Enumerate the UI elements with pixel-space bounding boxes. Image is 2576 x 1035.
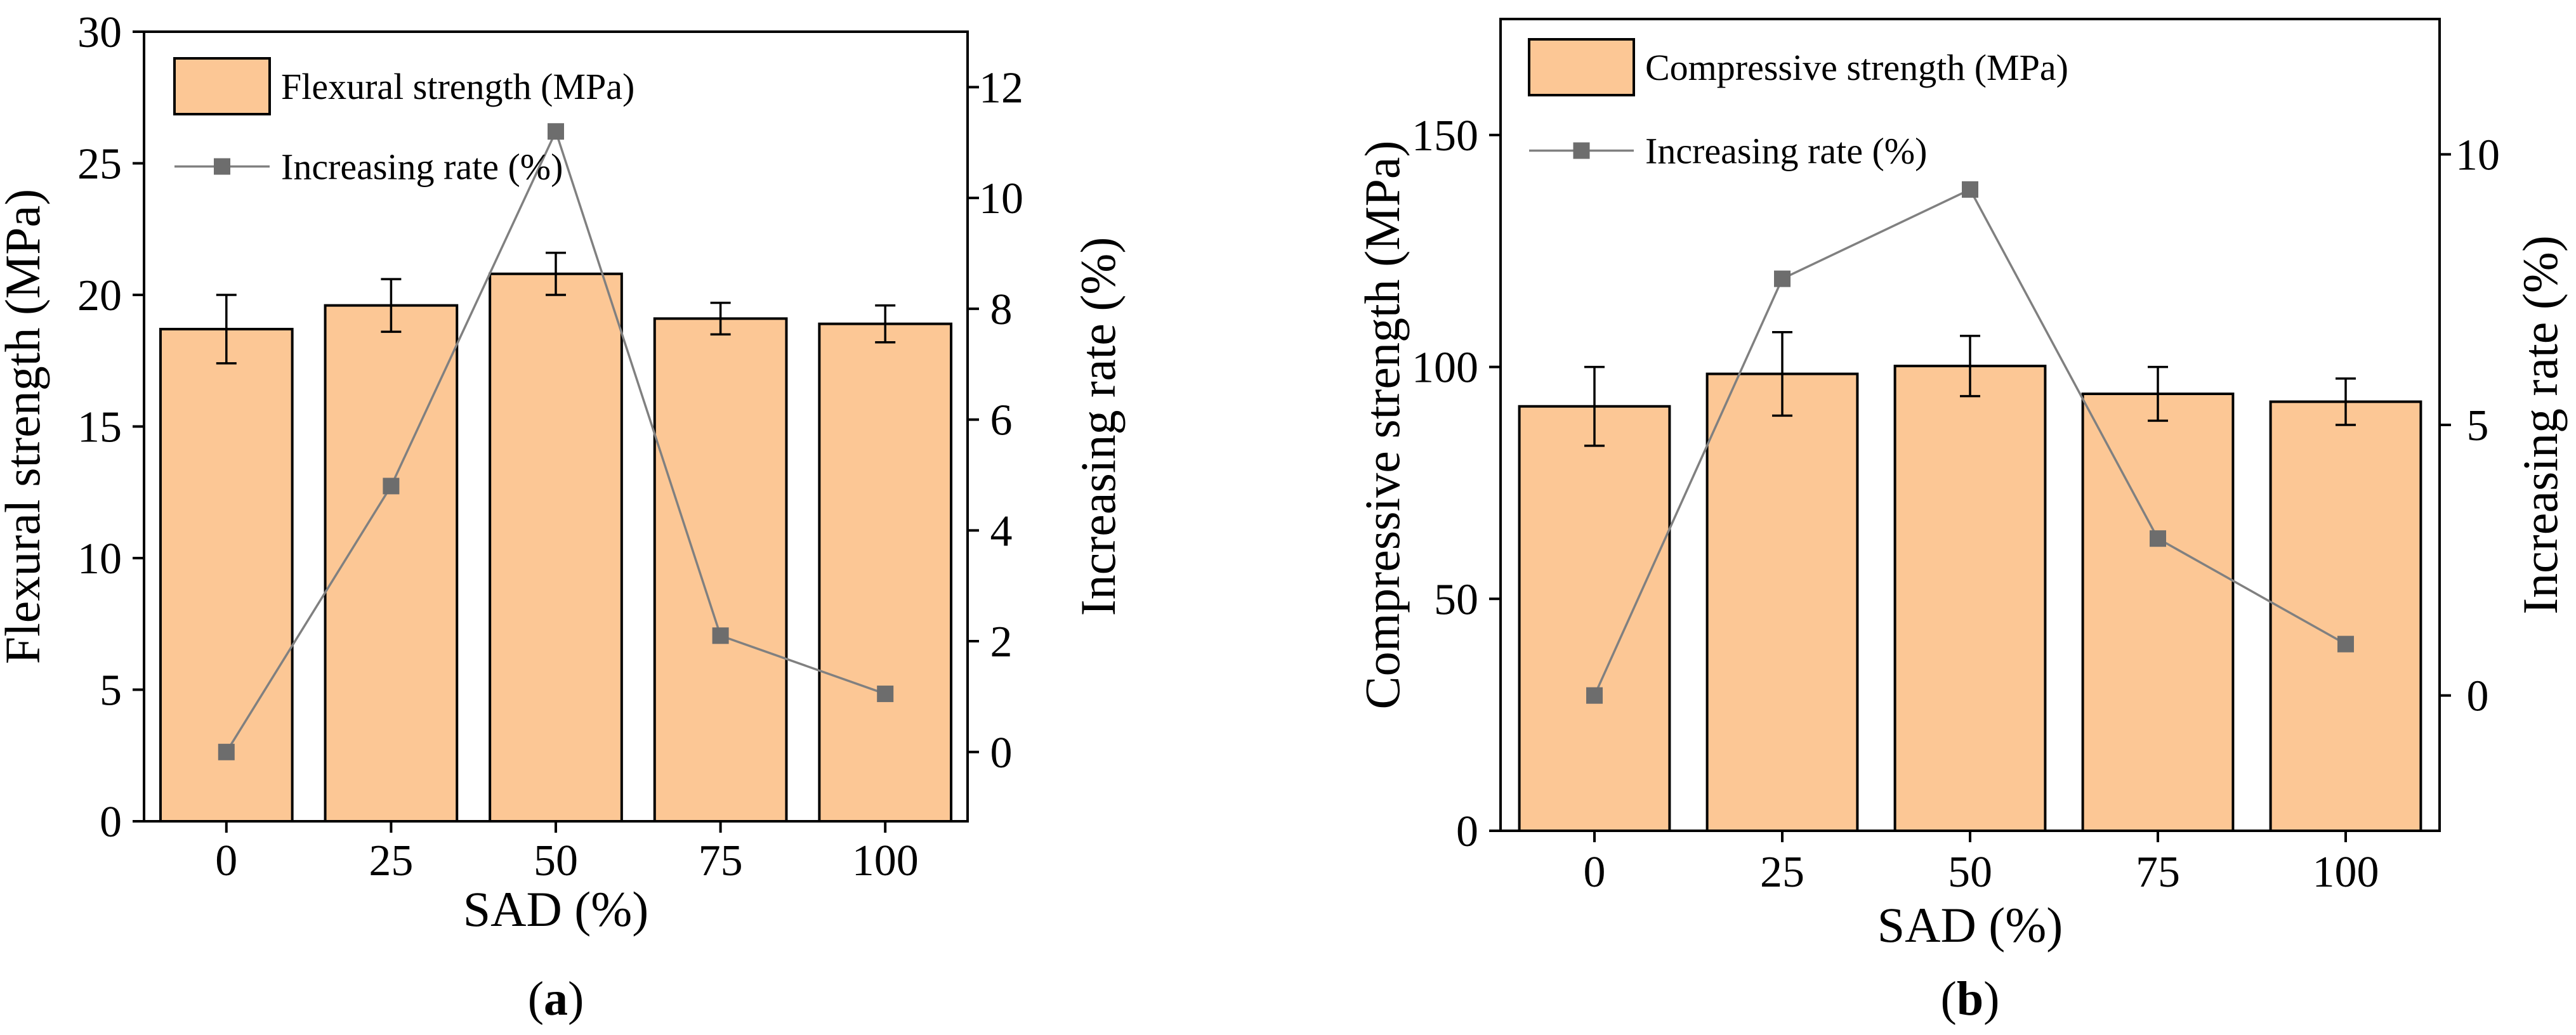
y-tick-label: 15 xyxy=(77,403,122,452)
y2-tick-label: 10 xyxy=(979,174,1023,223)
y2-axis-title: Increasing rate (%) xyxy=(2513,235,2568,615)
x-tick-label: 0 xyxy=(215,836,237,885)
x-tick-label: 0 xyxy=(1584,848,1606,897)
y-tick-label: 5 xyxy=(100,667,122,715)
y2-tick-label: 12 xyxy=(979,63,1023,112)
x-tick-label: 100 xyxy=(852,836,919,885)
bar xyxy=(489,272,623,823)
legend-label-bar: Compressive strength (MPa) xyxy=(1645,47,2068,88)
y-tick-label: 0 xyxy=(100,798,122,847)
increasing-rate-marker xyxy=(1774,270,1791,287)
x-axis-title: SAD (%) xyxy=(1877,897,2063,953)
legend-bar-swatch xyxy=(1528,38,1635,96)
legend-label-line: Increasing rate (%) xyxy=(281,146,563,188)
y2-tick-label: 2 xyxy=(990,618,1013,667)
y2-tick-label: 4 xyxy=(990,507,1013,556)
legend-label-line: Increasing rate (%) xyxy=(1645,131,1927,172)
y-tick-label: 20 xyxy=(77,271,122,320)
x-axis-title: SAD (%) xyxy=(463,882,648,937)
y-tick-label: 100 xyxy=(1412,344,1478,393)
y-tick-label: 30 xyxy=(77,8,122,57)
bar xyxy=(1518,405,1671,832)
panel-label: (b) xyxy=(1941,972,2000,1025)
panel-label: (a) xyxy=(528,972,584,1025)
x-tick-label: 75 xyxy=(699,836,743,885)
y-tick-label: 150 xyxy=(1412,112,1478,160)
bar xyxy=(818,322,953,823)
increasing-rate-marker xyxy=(712,627,729,644)
legend-line-marker xyxy=(214,158,230,175)
bar xyxy=(1893,365,2047,832)
legend-bar-swatch xyxy=(173,57,271,115)
y2-tick-label: 10 xyxy=(2455,131,2500,179)
increasing-rate-marker xyxy=(218,743,235,760)
bar xyxy=(1705,372,1859,832)
y-tick-label: 50 xyxy=(1434,575,1478,624)
increasing-rate-marker xyxy=(1586,687,1603,704)
y2-tick-label: 0 xyxy=(2467,672,2489,721)
y-tick-label: 0 xyxy=(1456,807,1478,856)
y-tick-label: 25 xyxy=(77,140,122,189)
increasing-rate-marker xyxy=(1962,181,1978,198)
x-tick-label: 100 xyxy=(2313,848,2379,897)
x-tick-label: 50 xyxy=(534,836,578,885)
increasing-rate-marker xyxy=(548,123,564,140)
legend-line-marker xyxy=(1573,142,1590,159)
y-tick-label: 10 xyxy=(77,535,122,583)
bar xyxy=(324,304,459,823)
x-tick-label: 25 xyxy=(369,836,413,885)
x-tick-label: 25 xyxy=(1760,848,1804,897)
bar xyxy=(159,327,294,823)
x-tick-label: 75 xyxy=(2136,848,2180,897)
y2-tick-label: 8 xyxy=(990,285,1013,334)
increasing-rate-marker xyxy=(383,478,400,495)
y2-tick-label: 0 xyxy=(990,729,1013,778)
x-tick-label: 50 xyxy=(1948,848,1992,897)
chart-panel-a: 0 25 50 75 100 0 5 10 15 20 25 30 0 2 4 6 8 10 12 SAD (%) Fl… xyxy=(0,8,1126,1025)
y2-tick-label: 5 xyxy=(2467,401,2489,450)
legend-label-bar: Flexural strength (MPa) xyxy=(281,66,634,107)
y-axis-title: Flexural strength (MPa) xyxy=(0,189,50,665)
increasing-rate-marker xyxy=(877,686,894,703)
bar xyxy=(2081,392,2235,832)
y-axis-title: Compressive strength (MPa) xyxy=(1355,141,1410,710)
y2-axis-title: Increasing rate (%) xyxy=(1070,237,1126,616)
chart-panel-b: 0 25 50 75 100 0 50 100 150 0 5 10 SAD (%) Compressiv… xyxy=(1355,18,2568,1025)
increasing-rate-marker xyxy=(2150,530,2166,547)
bar xyxy=(653,317,788,823)
increasing-rate-marker xyxy=(2337,635,2354,653)
bar xyxy=(2269,400,2422,832)
y2-tick-label: 6 xyxy=(990,396,1013,445)
